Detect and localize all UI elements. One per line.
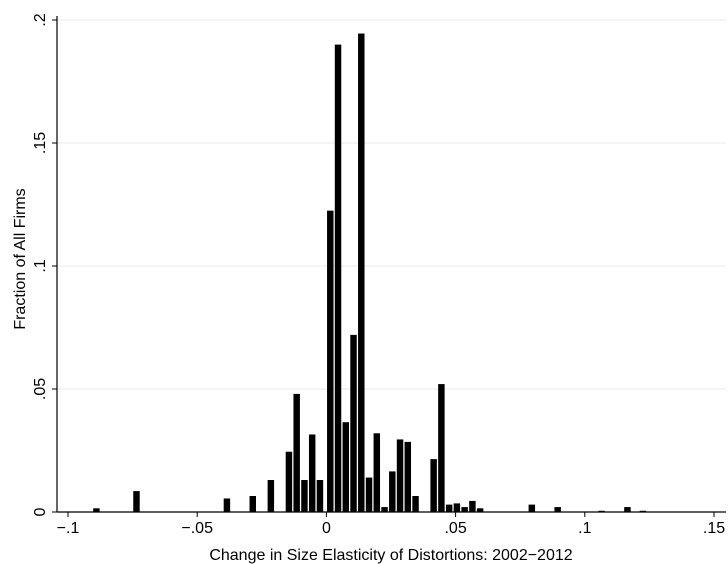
x-tick-label: .15 xyxy=(703,520,725,537)
histogram-bar xyxy=(438,384,445,512)
y-tick-label: .1 xyxy=(32,259,49,272)
x-tick-label: −.1 xyxy=(57,520,80,537)
x-tick-label: −.05 xyxy=(181,520,213,537)
y-tick-label: 0 xyxy=(32,507,49,516)
histogram-bar xyxy=(342,422,350,512)
histogram-bar xyxy=(381,507,388,512)
x-tick-label: .1 xyxy=(578,520,591,537)
x-axis-ticks: −.1 −.05 0 .05 .1 .15 xyxy=(57,512,725,537)
y-tick-label: .15 xyxy=(32,132,49,154)
histogram-bar xyxy=(334,44,342,512)
histogram-bar xyxy=(267,480,275,512)
bars xyxy=(93,33,647,512)
histogram-bar xyxy=(358,33,365,512)
histogram-bar xyxy=(316,480,324,512)
histogram-bar xyxy=(365,477,373,512)
x-axis-label: Change in Size Elasticity of Distortions… xyxy=(209,547,572,564)
histogram-bar xyxy=(453,503,461,512)
histogram-bar xyxy=(396,439,404,512)
histogram-bar xyxy=(469,500,476,512)
histogram-bar xyxy=(350,334,357,512)
histogram-bar xyxy=(301,480,308,512)
y-axis-label: Fraction of All Firms xyxy=(12,188,29,329)
histogram-bar xyxy=(639,510,647,512)
histogram-bar xyxy=(373,433,381,512)
histogram-bar xyxy=(404,441,412,512)
histogram-bar xyxy=(554,507,561,512)
histogram-bar xyxy=(93,508,100,512)
histogram-bar xyxy=(133,491,140,512)
histogram-bar xyxy=(445,504,453,512)
histogram-bar xyxy=(461,507,468,512)
x-tick-label: .05 xyxy=(444,520,466,537)
histogram-bar xyxy=(528,504,536,512)
histogram-bar xyxy=(249,496,256,512)
y-tick-label: .2 xyxy=(32,13,49,26)
histogram-bar xyxy=(412,496,419,512)
histogram-bar xyxy=(308,434,316,512)
histogram-bar xyxy=(476,508,484,512)
y-axis-ticks: 0 .05 .1 .15 .2 xyxy=(32,13,57,516)
histogram-bar xyxy=(223,498,231,512)
histogram-bar xyxy=(624,507,631,512)
y-tick-label: .05 xyxy=(32,378,49,400)
grid-lines xyxy=(57,19,726,390)
histogram-bar xyxy=(285,451,293,512)
histogram-bar xyxy=(389,471,396,512)
histogram-bar xyxy=(430,459,437,512)
histogram-bar xyxy=(327,210,334,512)
x-tick-label: 0 xyxy=(322,520,331,537)
histogram-bar xyxy=(598,510,605,512)
histogram-bar xyxy=(293,393,300,512)
